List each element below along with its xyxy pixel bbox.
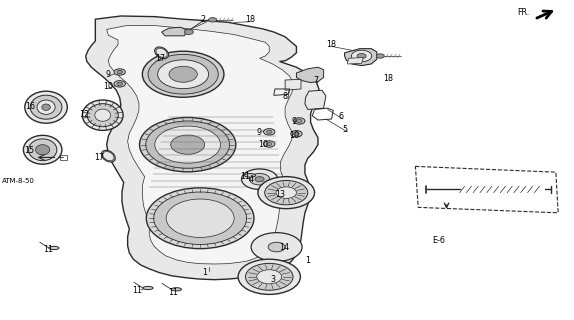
- Text: 15: 15: [24, 146, 34, 155]
- Ellipse shape: [24, 135, 62, 164]
- Polygon shape: [107, 26, 294, 264]
- Text: 9: 9: [257, 128, 262, 137]
- Circle shape: [266, 142, 272, 146]
- Ellipse shape: [49, 246, 59, 250]
- Circle shape: [294, 118, 305, 124]
- Circle shape: [146, 188, 254, 249]
- Text: 13: 13: [276, 190, 286, 199]
- Text: 5: 5: [343, 125, 348, 134]
- Circle shape: [265, 180, 308, 205]
- Circle shape: [263, 129, 275, 135]
- Circle shape: [257, 270, 282, 284]
- Ellipse shape: [143, 286, 153, 290]
- Circle shape: [158, 60, 208, 89]
- Text: 12: 12: [79, 110, 89, 119]
- Circle shape: [357, 53, 366, 59]
- Circle shape: [148, 54, 218, 94]
- Ellipse shape: [29, 139, 57, 161]
- Text: 10: 10: [103, 82, 114, 91]
- Circle shape: [184, 29, 193, 35]
- Ellipse shape: [37, 100, 55, 114]
- Text: 1: 1: [305, 256, 311, 265]
- Circle shape: [117, 70, 122, 74]
- Ellipse shape: [25, 91, 67, 123]
- Text: E-6: E-6: [433, 236, 445, 245]
- Circle shape: [246, 263, 293, 290]
- Circle shape: [146, 121, 230, 168]
- Text: 18: 18: [327, 40, 336, 49]
- Circle shape: [142, 51, 224, 97]
- Circle shape: [117, 82, 122, 85]
- Text: 18: 18: [245, 15, 255, 24]
- Text: 14: 14: [279, 244, 289, 252]
- Polygon shape: [296, 67, 324, 83]
- Text: 10: 10: [289, 131, 299, 140]
- Circle shape: [208, 18, 216, 22]
- Text: 7: 7: [313, 76, 318, 85]
- Circle shape: [166, 199, 234, 237]
- Polygon shape: [347, 58, 363, 64]
- Polygon shape: [162, 27, 188, 36]
- Text: 8: 8: [282, 92, 288, 101]
- Polygon shape: [305, 90, 326, 109]
- Circle shape: [114, 69, 125, 75]
- Text: 1: 1: [202, 268, 207, 277]
- Ellipse shape: [30, 95, 62, 119]
- Circle shape: [276, 187, 296, 198]
- Text: 16: 16: [25, 102, 35, 111]
- Text: 18: 18: [383, 74, 393, 83]
- Text: 11: 11: [241, 172, 250, 181]
- Ellipse shape: [245, 173, 255, 177]
- Circle shape: [351, 50, 372, 62]
- Circle shape: [238, 259, 300, 294]
- Circle shape: [255, 177, 264, 182]
- Text: ATM-8-50: ATM-8-50: [2, 178, 36, 184]
- Circle shape: [294, 132, 299, 135]
- Circle shape: [263, 141, 275, 147]
- Text: 4: 4: [249, 175, 254, 184]
- Polygon shape: [86, 16, 319, 280]
- Ellipse shape: [82, 100, 123, 131]
- Polygon shape: [344, 49, 377, 66]
- Text: 9: 9: [292, 117, 297, 126]
- Text: FR.: FR.: [517, 8, 529, 17]
- Text: 17: 17: [156, 54, 165, 63]
- Circle shape: [377, 54, 384, 58]
- Text: 11: 11: [43, 245, 53, 254]
- Text: 3: 3: [270, 275, 275, 284]
- Ellipse shape: [103, 152, 114, 161]
- Circle shape: [242, 169, 278, 189]
- Circle shape: [266, 130, 272, 133]
- Ellipse shape: [156, 48, 167, 57]
- Ellipse shape: [42, 104, 51, 110]
- Text: 11: 11: [131, 286, 142, 295]
- Circle shape: [155, 126, 220, 163]
- Ellipse shape: [87, 104, 118, 127]
- Polygon shape: [285, 79, 301, 90]
- Circle shape: [154, 192, 247, 244]
- Text: 2: 2: [200, 15, 205, 24]
- Circle shape: [291, 131, 302, 137]
- Circle shape: [139, 117, 236, 172]
- Ellipse shape: [36, 145, 50, 155]
- Ellipse shape: [95, 109, 111, 121]
- Text: 6: 6: [338, 112, 343, 121]
- Ellipse shape: [171, 288, 181, 291]
- Text: 10: 10: [258, 140, 269, 149]
- Circle shape: [170, 135, 205, 154]
- Circle shape: [258, 177, 315, 209]
- Circle shape: [169, 66, 197, 82]
- Circle shape: [296, 119, 302, 123]
- Ellipse shape: [102, 150, 115, 162]
- Text: 17: 17: [94, 153, 104, 162]
- Circle shape: [114, 81, 125, 87]
- Text: 9: 9: [106, 70, 111, 79]
- Circle shape: [268, 242, 285, 252]
- Circle shape: [250, 173, 270, 185]
- Circle shape: [251, 233, 302, 261]
- Text: 11: 11: [168, 288, 178, 297]
- Ellipse shape: [155, 47, 169, 59]
